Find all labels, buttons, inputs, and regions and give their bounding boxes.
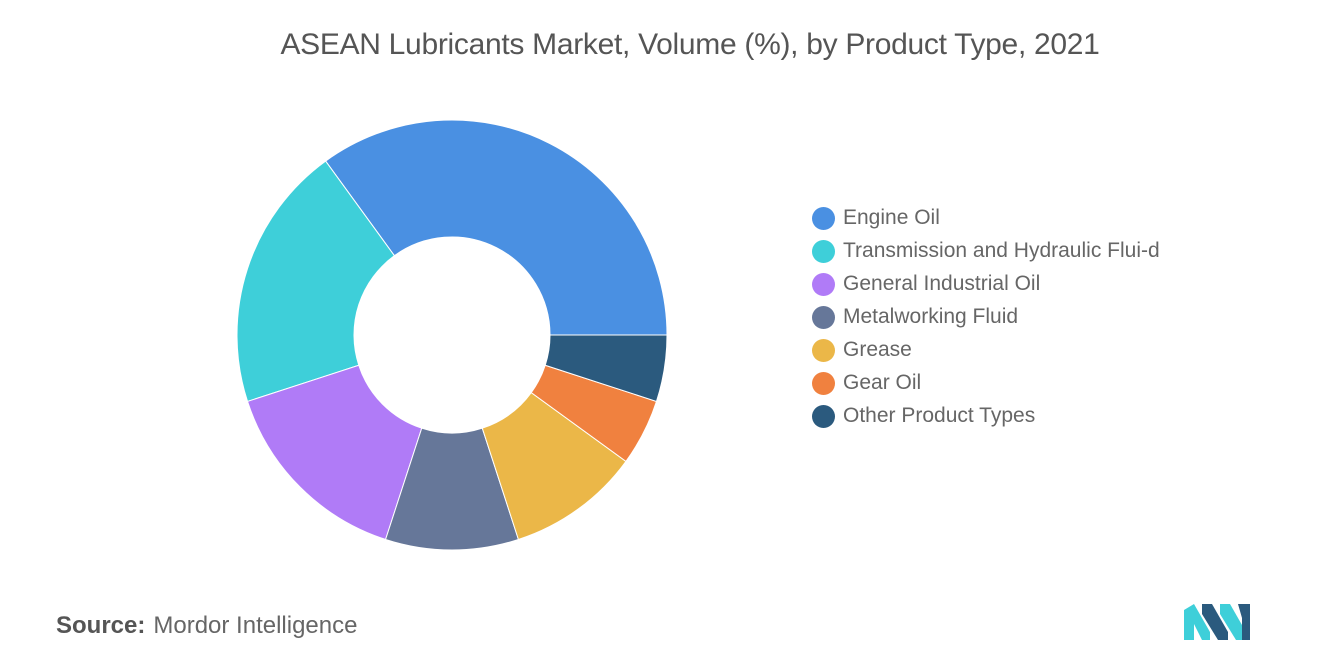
legend-swatch [812,273,835,296]
legend-item-gear-oil: Gear Oil [812,369,1172,397]
legend-swatch [812,339,835,362]
legend-swatch [812,372,835,395]
legend-label: General Industrial Oil [843,272,1041,295]
source-text: Mordor Intelligence [153,612,358,639]
legend-label: Engine Oil [843,206,940,229]
legend-label: Gear Oil [843,371,922,394]
legend-label: Other Product Types [843,404,1036,427]
mordor-intelligence-logo-icon [1184,604,1250,640]
legend-item-general-industrial-oil: General Industrial Oil [812,270,1172,298]
legend-label: Grease [843,338,912,361]
legend-swatch [812,306,835,329]
chart-title: ASEAN Lubricants Market, Volume (%), by … [280,28,1100,61]
legend-item-metalworking-fluid: Metalworking Fluid [812,303,1172,331]
legend-item-other-product-types: Other Product Types [812,402,1172,430]
slice-general-industrial-oil [246,364,423,541]
source-note: Source: Mordor Intelligence [56,612,357,640]
legend-item-engine-oil: Engine Oil [812,204,1172,232]
source-label: Source: [56,612,146,639]
legend-swatch [812,207,835,230]
legend-item-transmission-hydraulic-fluid: Transmission and Hydraulic Flui-d [812,237,1172,265]
slice-other-product-types [544,334,668,403]
slice-engine-oil [324,119,668,336]
legend-label: Transmission and Hydraulic Flui-d [843,239,1160,262]
slice-transmission-and-hydraulic-fluid [236,160,396,403]
legend-swatch [812,405,835,428]
legend: Engine Oil Transmission and Hydraulic Fl… [812,204,1172,435]
legend-swatch [812,240,835,263]
legend-item-grease: Grease [812,336,1172,364]
legend-label: Metalworking Fluid [843,305,1019,328]
